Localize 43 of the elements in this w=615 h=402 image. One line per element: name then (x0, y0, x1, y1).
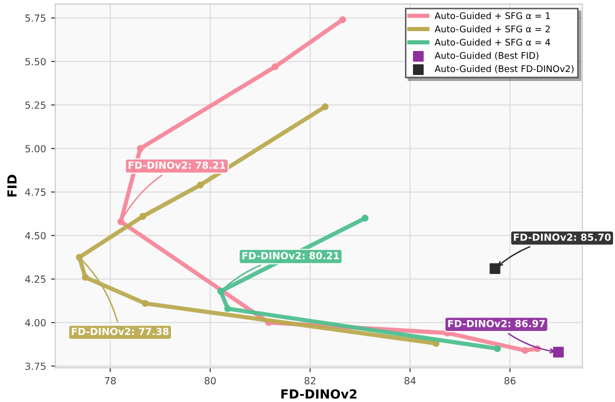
legend-label: Auto-Guided (Best FD-DINOv2) (434, 65, 574, 74)
point (196, 182, 204, 189)
point (490, 263, 500, 274)
point (217, 288, 224, 295)
y-tick-label: 4.75 (25, 188, 46, 196)
annotation: FD-DINOv2: 77.38 (72, 328, 169, 336)
y-tick-label: 4.25 (25, 276, 46, 283)
y-tick-label: 5.00 (25, 144, 46, 152)
point (136, 145, 144, 152)
annotation: FD-DINOv2: 78.21 (128, 162, 226, 169)
point (76, 254, 83, 261)
annotation: FD-DINOv2: 80.21 (242, 252, 340, 260)
point (117, 218, 124, 226)
y-tick-label: 4.00 (25, 319, 46, 326)
x-tick-label: 86 (504, 377, 516, 384)
x-tick-label: 80 (204, 377, 216, 384)
point (224, 305, 232, 312)
y-tick-label: 5.25 (25, 101, 46, 109)
x-tick-label: 82 (304, 377, 316, 384)
y-tick-label: 4.50 (25, 232, 46, 240)
y-axis-title: FID (7, 174, 17, 197)
point (494, 345, 501, 352)
point (362, 214, 369, 222)
x-tick-label: 78 (104, 377, 116, 384)
y-tick-label: 5.75 (25, 14, 46, 22)
point (322, 103, 329, 110)
x-tick-label: 84 (404, 377, 416, 384)
legend-label: Auto-Guided + SFG α = 4 (434, 38, 550, 46)
legend-label: Auto-Guided + SFG α = 1 (434, 12, 550, 20)
point (82, 274, 89, 281)
annotation: FD-DINOv2: 85.70 (514, 234, 611, 241)
point (272, 63, 279, 70)
legend-label: Auto-Guided + SFG α = 2 (434, 25, 550, 32)
point (553, 346, 564, 358)
point (139, 212, 146, 220)
y-tick-label: 5.50 (25, 58, 46, 66)
point (142, 300, 149, 307)
y-tick-label: 3.75 (25, 362, 46, 370)
point (339, 16, 346, 24)
annotation: FD-DINOv2: 86.97 (448, 320, 545, 328)
legend-label: Auto-Guided (Best FID) (434, 52, 538, 60)
point (521, 346, 528, 354)
x-axis-title: FD-DINOv2 (281, 389, 356, 399)
